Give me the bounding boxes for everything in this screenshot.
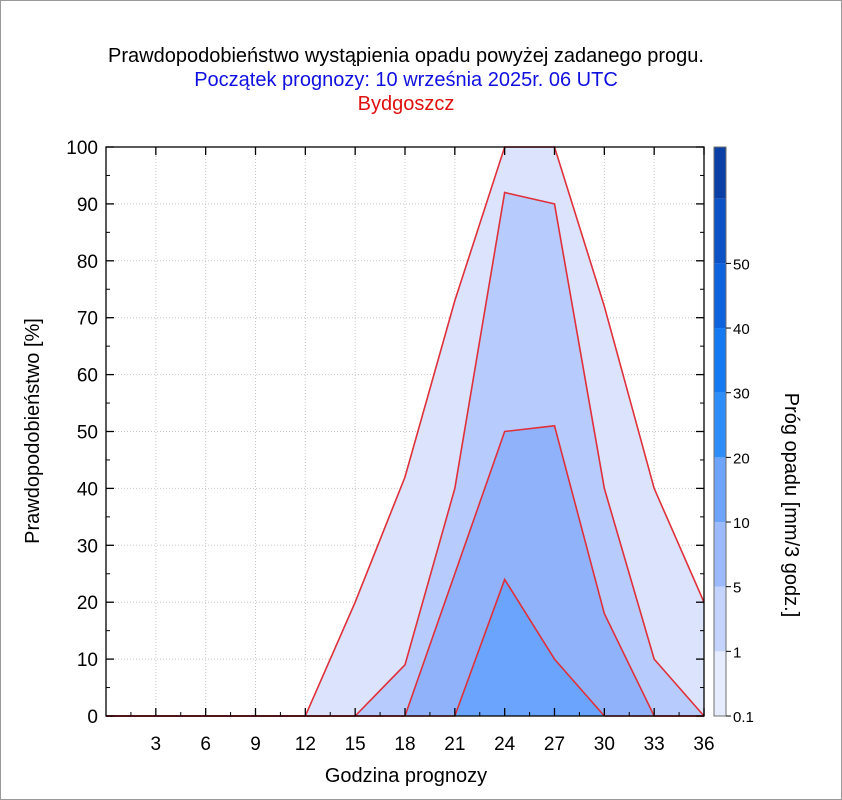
x-tick-label: 21 bbox=[444, 734, 465, 755]
y-tick-label: 10 bbox=[77, 650, 98, 671]
colorbar-band bbox=[714, 392, 726, 458]
x-tick-label: 6 bbox=[200, 734, 211, 755]
colorbar-band bbox=[714, 263, 726, 329]
y-tick-label: 0 bbox=[87, 707, 98, 728]
colorbar-tick-label: 10 bbox=[733, 515, 750, 532]
colorbar-tick-label: 5 bbox=[733, 580, 741, 597]
x-tick-label: 36 bbox=[693, 734, 714, 755]
y-tick-label: 100 bbox=[66, 138, 98, 159]
colorbar-band bbox=[714, 522, 726, 587]
colorbar: 0.1 1 5 10 20 30 40 50 bbox=[713, 146, 754, 726]
y-axis-label: Prawdopodobieństwo [%] bbox=[22, 318, 44, 544]
x-tick-label: 30 bbox=[594, 734, 615, 755]
colorbar-tick-label: 1 bbox=[733, 644, 741, 661]
area-threshold-10 bbox=[106, 579, 704, 716]
area-threshold-5 bbox=[106, 425, 704, 716]
colorbar-band bbox=[714, 147, 726, 199]
colorbar-band bbox=[714, 457, 726, 523]
y-tick-label: 30 bbox=[77, 536, 98, 557]
x-tick-label: 24 bbox=[494, 734, 516, 755]
y-tick-label: 50 bbox=[77, 423, 98, 444]
colorbar-tick-label: 50 bbox=[733, 256, 750, 273]
colorbar-tick-label: 20 bbox=[733, 450, 750, 467]
colorbar-border bbox=[713, 146, 727, 717]
y-tick-label: 40 bbox=[77, 479, 98, 500]
colorbar-band bbox=[714, 586, 726, 652]
colorbar-band bbox=[714, 328, 726, 393]
y-tick-label: 70 bbox=[77, 309, 98, 330]
x-tick-label: 3 bbox=[151, 734, 162, 755]
colorbar-tick-label: 40 bbox=[733, 321, 750, 338]
chart-title: Prawdopodobieństwo wystąpienia opadu pow… bbox=[108, 45, 704, 67]
y-tick-label: 20 bbox=[77, 593, 98, 614]
x-tick-label: 27 bbox=[544, 734, 565, 755]
y-tick-label: 90 bbox=[77, 195, 98, 216]
y-tick-label: 80 bbox=[77, 252, 98, 273]
colorbar-band bbox=[714, 651, 726, 716]
axes: 3 6 9 12 15 18 21 24 27 30 33 360102030405060708090… bbox=[66, 138, 714, 755]
x-tick-label: 33 bbox=[644, 734, 665, 755]
location-subtitle: Bydgoszcz bbox=[357, 93, 455, 115]
x-tick-label: 12 bbox=[295, 734, 316, 755]
x-tick-label: 15 bbox=[345, 734, 366, 755]
y-tick-label: 60 bbox=[77, 366, 98, 387]
forecast-start-subtitle: Początek prognozy: 10 września 2025r. 06… bbox=[194, 69, 618, 91]
colorbar-label: Próg opadu [mm/3 godz.] bbox=[780, 393, 802, 618]
colorbar-tick-label: 0.1 bbox=[733, 709, 754, 726]
x-axis-label: Godzina prognozy bbox=[325, 765, 487, 787]
x-tick-label: 18 bbox=[394, 734, 415, 755]
x-tick-label: 9 bbox=[250, 734, 261, 755]
colorbar-tick-label: 30 bbox=[733, 386, 750, 403]
colorbar-band bbox=[714, 198, 726, 264]
